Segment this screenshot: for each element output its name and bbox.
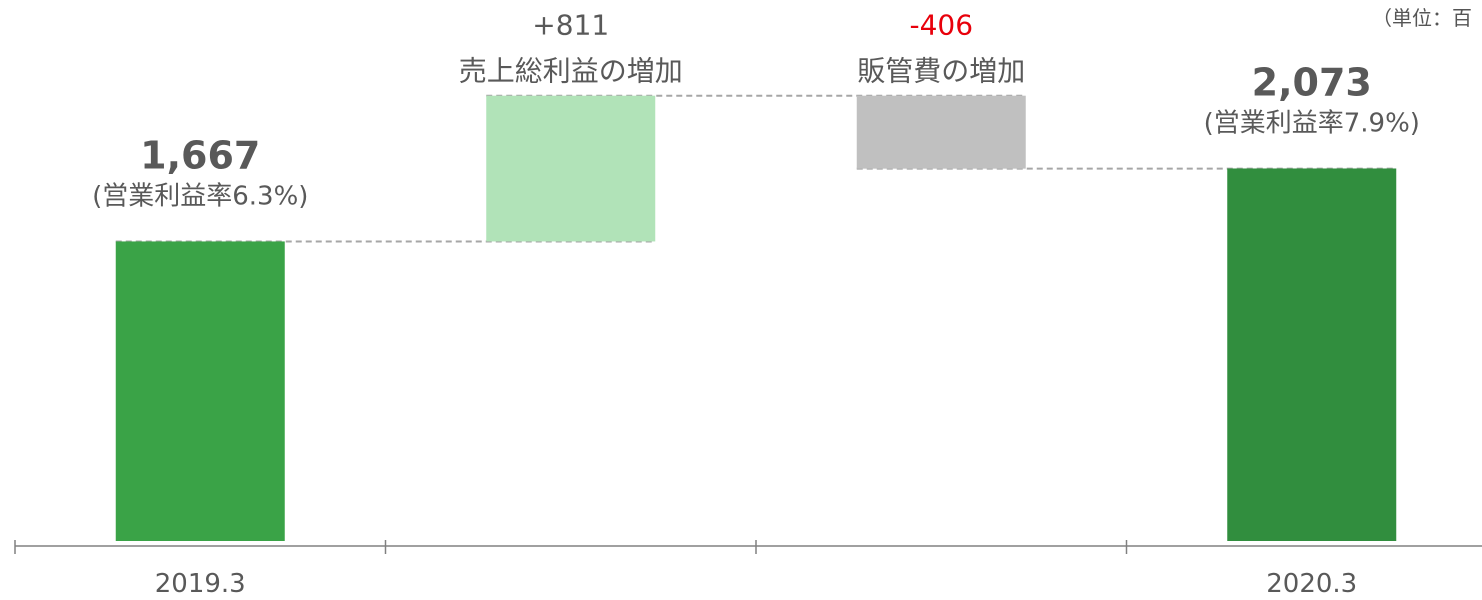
- change-description-label: 販管費の増加: [857, 55, 1025, 88]
- margin-label: (営業利益率7.9%): [1204, 108, 1420, 138]
- bar-4: [1227, 168, 1397, 541]
- bar-2: [486, 95, 656, 242]
- value-label: 1,667: [140, 133, 260, 177]
- bar-1: [115, 241, 285, 541]
- x-axis: 2019.3 2020.3: [14, 540, 1482, 599]
- change-description-label: 売上総利益の増加: [459, 55, 683, 88]
- labels: 1,667 (営業利益率6.3%) +811 売上総利益の増加 -406 販管費の増加 2,…: [92, 9, 1420, 212]
- value-label: 2,073: [1252, 60, 1372, 104]
- bars: [115, 95, 1397, 541]
- x-tick-label: 2019.3: [155, 569, 246, 599]
- x-tick-label: 2020.3: [1266, 569, 1357, 599]
- bar-3: [856, 95, 1026, 169]
- change-value-label: +811: [532, 9, 609, 42]
- margin-label: (営業利益率6.3%): [92, 181, 308, 211]
- unit-note: （単位：百: [1372, 6, 1472, 30]
- change-value-label: -406: [909, 9, 973, 42]
